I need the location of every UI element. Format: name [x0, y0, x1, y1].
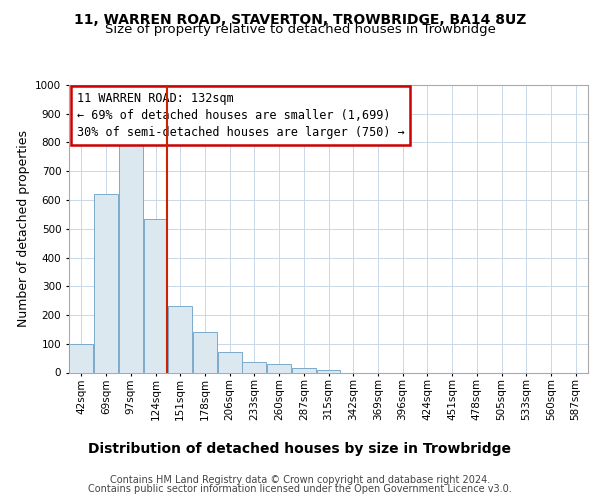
Text: 11, WARREN ROAD, STAVERTON, TROWBRIDGE, BA14 8UZ: 11, WARREN ROAD, STAVERTON, TROWBRIDGE, … [74, 12, 526, 26]
Bar [292, 368, 316, 372]
Bar [143, 218, 167, 372]
Bar [242, 362, 266, 372]
Text: 11 WARREN ROAD: 132sqm
← 69% of detached houses are smaller (1,699)
30% of semi-: 11 WARREN ROAD: 132sqm ← 69% of detached… [77, 92, 404, 139]
Bar [94, 194, 118, 372]
Y-axis label: Number of detached properties: Number of detached properties [17, 130, 29, 327]
Bar [317, 370, 340, 372]
Bar [218, 352, 242, 372]
Text: Distribution of detached houses by size in Trowbridge: Distribution of detached houses by size … [89, 442, 511, 456]
Text: Size of property relative to detached houses in Trowbridge: Size of property relative to detached ho… [104, 22, 496, 36]
Bar [193, 332, 217, 372]
Text: Contains HM Land Registry data © Crown copyright and database right 2024.: Contains HM Land Registry data © Crown c… [110, 475, 490, 485]
Text: Contains public sector information licensed under the Open Government Licence v3: Contains public sector information licen… [88, 484, 512, 494]
Bar [168, 306, 192, 372]
Bar [267, 364, 291, 372]
Bar [70, 344, 94, 372]
Bar [119, 146, 143, 372]
